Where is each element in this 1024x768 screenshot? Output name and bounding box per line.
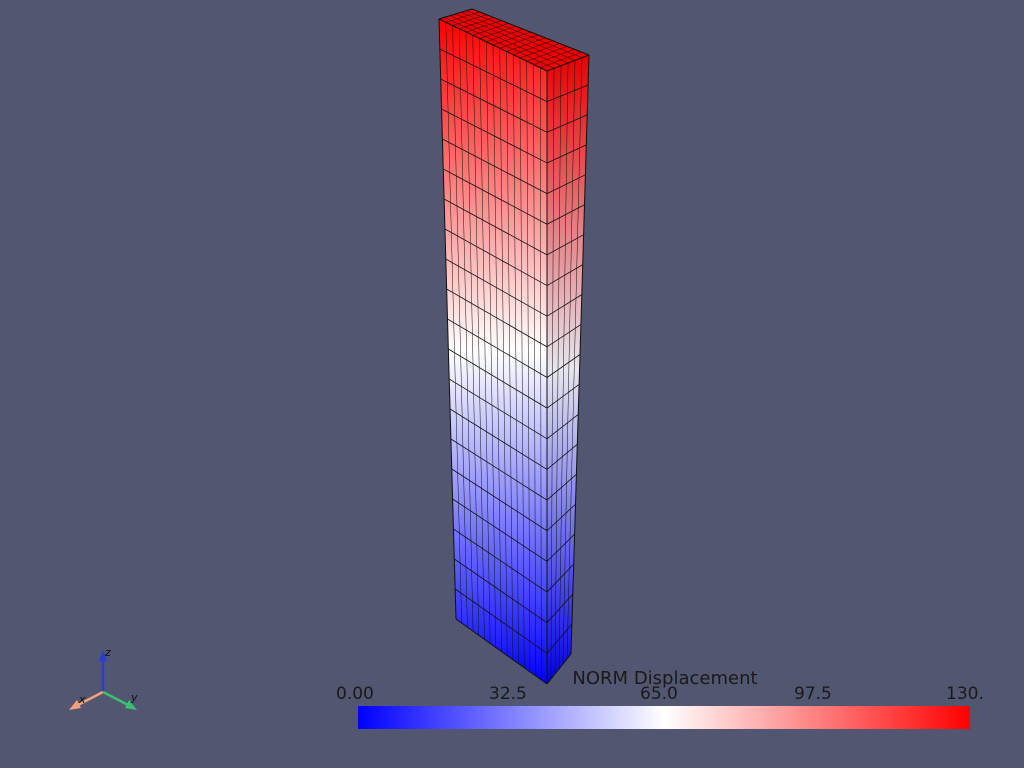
mesh-column-front-face bbox=[439, 19, 547, 684]
mesh-column[interactable] bbox=[438, 8, 590, 685]
y-axis-arrow bbox=[102, 690, 131, 708]
z-axis-head bbox=[99, 650, 107, 661]
scalar-bar-tick-0: 0.00 bbox=[336, 684, 374, 704]
scalar-bar-tick-4: 130. bbox=[946, 684, 984, 704]
scalar-bar-title: NORM Displacement bbox=[572, 668, 758, 689]
x-axis-head bbox=[69, 700, 81, 710]
scalar-bar-gradient bbox=[358, 706, 970, 729]
y-axis-head bbox=[125, 700, 137, 710]
y-axis-label: y bbox=[130, 691, 138, 704]
mesh-column-top-face bbox=[439, 9, 589, 71]
scalar-bar-tick-2: 65.0 bbox=[640, 684, 678, 704]
mesh-grid-lines bbox=[438, 8, 590, 685]
scalar-bar-tick-1: 32.5 bbox=[489, 684, 527, 704]
scalar-bar-tick-3: 97.5 bbox=[794, 684, 832, 704]
x-axis-label: x bbox=[78, 693, 86, 706]
z-axis-label: z bbox=[104, 646, 111, 659]
orientation-axes: z x y bbox=[69, 646, 138, 710]
x-axis-arrow bbox=[75, 690, 104, 708]
mesh-column-side-face bbox=[547, 55, 589, 684]
